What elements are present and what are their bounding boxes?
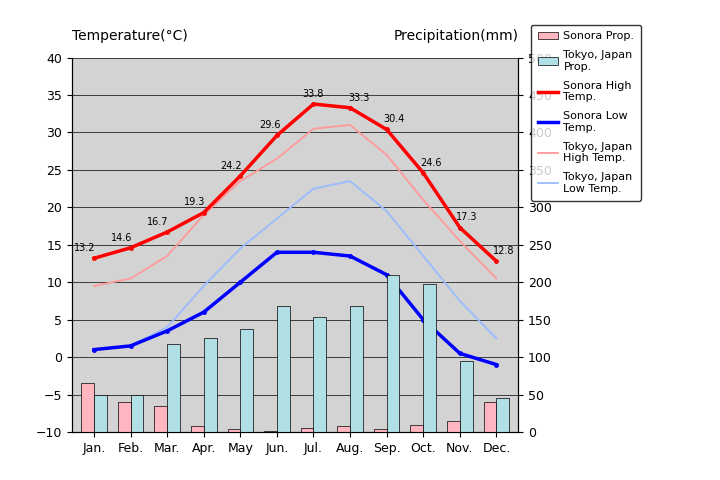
Bar [277,306,289,432]
Bar [81,384,94,432]
Text: 29.6: 29.6 [258,120,280,130]
Bar [497,398,509,432]
Text: 17.3: 17.3 [456,212,478,222]
Text: 19.3: 19.3 [184,197,205,207]
Bar [484,402,497,432]
Bar [118,402,130,432]
Bar [301,428,313,432]
Bar [204,338,217,432]
Bar [94,395,107,432]
Bar [387,275,400,432]
Text: 12.8: 12.8 [493,246,515,256]
Bar [447,421,460,432]
Text: 33.3: 33.3 [348,93,370,103]
Bar [240,329,253,432]
Bar [423,284,436,432]
Bar [191,426,204,432]
Text: Precipitation(mm): Precipitation(mm) [393,29,518,43]
Legend: Sonora Prop., Tokyo, Japan
Prop., Sonora High
Temp., Sonora Low
Temp., Tokyo, Ja: Sonora Prop., Tokyo, Japan Prop., Sonora… [531,25,641,201]
Bar [337,426,350,432]
Text: Temperature(°C): Temperature(°C) [72,29,188,43]
Text: 13.2: 13.2 [74,243,96,253]
Bar [374,429,387,432]
Bar [228,429,240,432]
Bar [264,431,277,432]
Bar [167,344,180,432]
Text: 33.8: 33.8 [303,89,324,99]
Text: 16.7: 16.7 [147,217,168,227]
Bar [130,395,143,432]
Text: 24.2: 24.2 [220,161,242,171]
Text: 24.6: 24.6 [420,157,441,168]
Bar [460,361,472,432]
Text: 14.6: 14.6 [111,232,132,242]
Bar [313,317,326,432]
Text: 30.4: 30.4 [383,114,405,124]
Bar [410,424,423,432]
Bar [350,306,363,432]
Bar [154,406,167,432]
